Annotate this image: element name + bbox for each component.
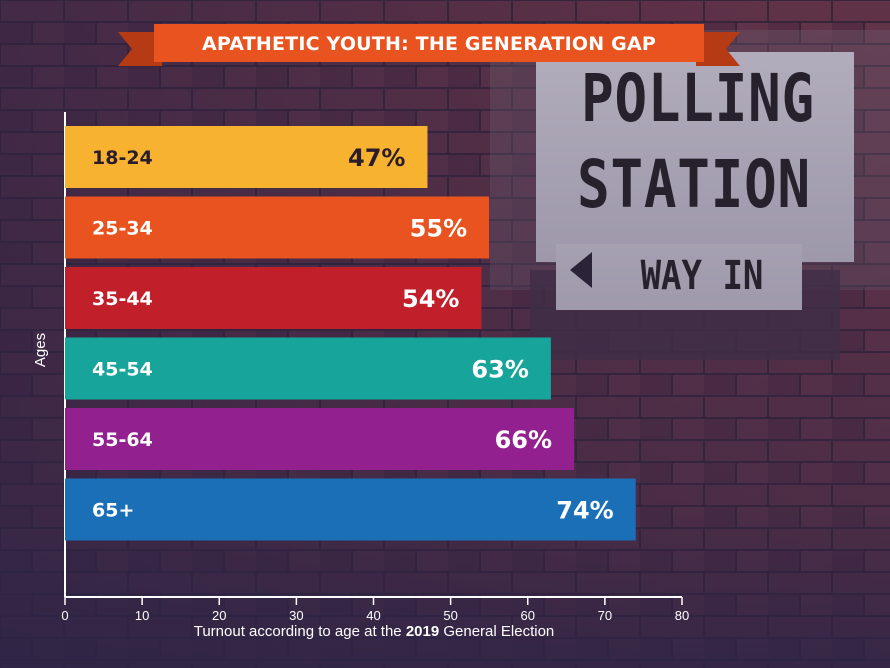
bar-value-label: 74% [556, 497, 613, 525]
bar [65, 196, 490, 259]
x-axis-label-pre: Turnout according to age at the [193, 623, 406, 640]
bar-value-label: 66% [495, 426, 552, 454]
sign-line-polling: POLLING [581, 60, 815, 137]
y-axis-label: Ages [32, 332, 49, 368]
bar [65, 126, 428, 188]
x-tick-label: 40 [366, 608, 380, 623]
bar-category-label: 65+ [92, 500, 134, 522]
bar [65, 337, 551, 400]
bar-value-label: 55% [410, 215, 467, 243]
x-tick-label: 70 [598, 608, 612, 623]
x-tick-label: 80 [675, 608, 689, 623]
bar-category-label: 25-34 [92, 218, 153, 240]
bar-category-label: 18-24 [92, 147, 153, 169]
x-tick-label: 10 [135, 608, 149, 623]
chart-title: APATHETIC YOUTH: THE GENERATION GAP [202, 33, 656, 55]
bar-category-label: 35-44 [92, 288, 153, 310]
x-tick-label: 20 [212, 608, 226, 623]
bar-category-label: 45-54 [92, 359, 153, 381]
bar-value-label: 54% [402, 285, 459, 313]
sign-line-way-in: WAY IN [640, 253, 764, 299]
x-tick-label: 0 [61, 608, 68, 623]
x-tick-label: 60 [521, 608, 535, 623]
x-axis-label-year: 2019 [405, 623, 440, 640]
title-ribbon: APATHETIC YOUTH: THE GENERATION GAP [118, 18, 740, 70]
x-axis-label: Turnout according to age at the 2019 Gen… [64, 623, 684, 640]
bar-category-label: 55-64 [92, 429, 153, 451]
bar [65, 267, 482, 329]
x-tick-label: 50 [443, 608, 457, 623]
sign-line-station: STATION [577, 146, 811, 223]
x-axis-label-post: General Election [439, 623, 555, 640]
bar-value-label: 47% [348, 144, 405, 172]
ribbon-shape [118, 24, 740, 66]
x-tick-label: 30 [289, 608, 303, 623]
bar [65, 408, 575, 470]
bar [65, 478, 636, 541]
bar-value-label: 63% [471, 356, 528, 384]
